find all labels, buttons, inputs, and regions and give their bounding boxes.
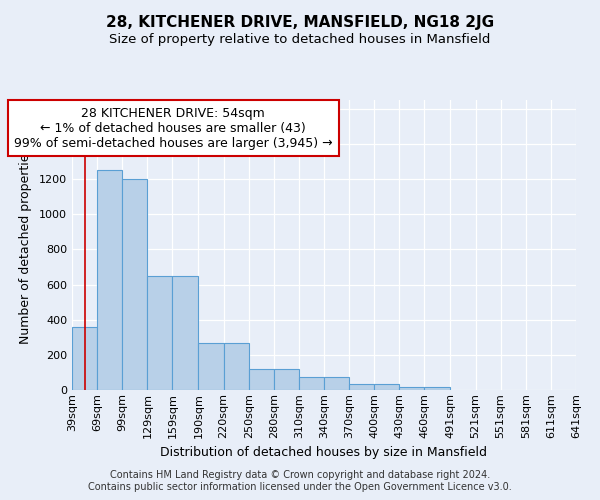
Bar	[324, 377, 349, 390]
Bar	[400, 388, 424, 390]
Bar	[172, 276, 199, 390]
Bar	[148, 276, 172, 390]
Text: Size of property relative to detached houses in Mansfield: Size of property relative to detached ho…	[109, 32, 491, 46]
Bar	[424, 388, 451, 390]
Bar	[199, 344, 224, 390]
Y-axis label: Number of detached properties: Number of detached properties	[19, 146, 32, 344]
Text: Contains HM Land Registry data © Crown copyright and database right 2024.: Contains HM Land Registry data © Crown c…	[110, 470, 490, 480]
Bar	[274, 369, 299, 390]
Bar	[224, 344, 248, 390]
Bar	[248, 369, 274, 390]
Bar	[72, 326, 97, 390]
Text: 28, KITCHENER DRIVE, MANSFIELD, NG18 2JG: 28, KITCHENER DRIVE, MANSFIELD, NG18 2JG	[106, 15, 494, 30]
Bar	[349, 384, 374, 390]
X-axis label: Distribution of detached houses by size in Mansfield: Distribution of detached houses by size …	[161, 446, 487, 459]
Bar	[97, 170, 122, 390]
Text: 28 KITCHENER DRIVE: 54sqm
← 1% of detached houses are smaller (43)
99% of semi-d: 28 KITCHENER DRIVE: 54sqm ← 1% of detach…	[14, 106, 332, 150]
Text: Contains public sector information licensed under the Open Government Licence v3: Contains public sector information licen…	[88, 482, 512, 492]
Bar	[374, 384, 400, 390]
Bar	[122, 179, 148, 390]
Bar	[299, 377, 324, 390]
